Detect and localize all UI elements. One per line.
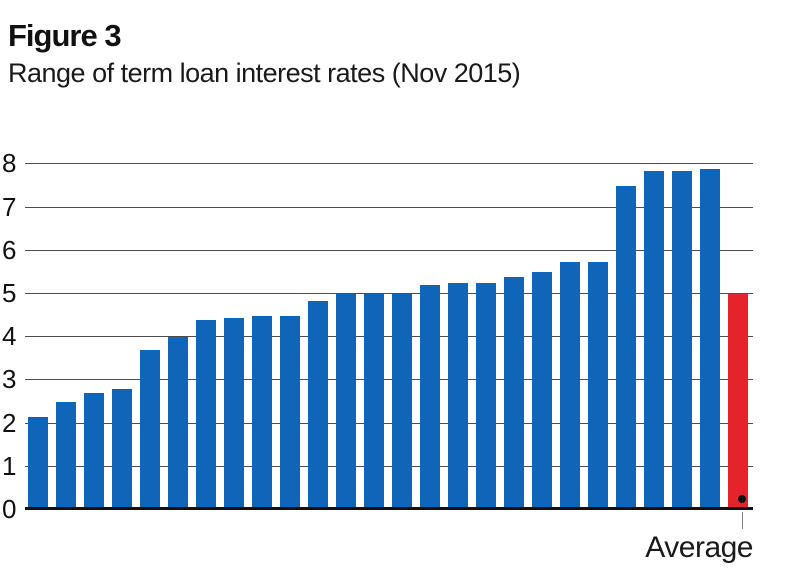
- bar-term-loan-rates-20: [560, 261, 580, 510]
- figure-subtitle: Range of term loan interest rates (Nov 2…: [8, 58, 521, 88]
- gridline-4: [25, 336, 753, 337]
- y-axis-tick-label-6: 6: [2, 235, 17, 265]
- bar-term-loan-rates-5: [140, 350, 160, 510]
- gridline-1: [25, 466, 753, 467]
- figure-title: Figure 3: [8, 18, 122, 53]
- bar-term-loan-rates-1: [28, 417, 48, 510]
- y-axis-tick-label-2: 2: [2, 408, 17, 438]
- gridline-8: [25, 163, 753, 164]
- x-axis-baseline: [25, 507, 753, 510]
- bar-term-loan-rates-23: [644, 170, 664, 510]
- bar-term-loan-rates-7: [196, 319, 216, 510]
- y-axis-tick-label-4: 4: [2, 321, 17, 351]
- bar-term-loan-rates-24: [672, 170, 692, 510]
- bar-average-26: [728, 294, 748, 510]
- y-axis-tick-label-3: 3: [2, 364, 17, 394]
- bar-term-loan-rates-4: [112, 389, 132, 510]
- bar-term-loan-rates-2: [56, 402, 76, 510]
- bar-term-loan-rates-16: [448, 283, 468, 510]
- bar-term-loan-rates-8: [224, 317, 244, 510]
- bar-term-loan-rates-13: [364, 294, 384, 510]
- y-axis-tick-label-7: 7: [2, 192, 17, 222]
- bar-term-loan-rates-19: [532, 272, 552, 510]
- y-axis-tick-label-8: 8: [2, 148, 17, 178]
- gridline-3: [25, 379, 753, 380]
- y-axis-tick-label-0: 0: [2, 494, 17, 524]
- bar-term-loan-rates-21: [588, 261, 608, 510]
- gridline-7: [25, 207, 753, 208]
- bar-term-loan-rates-14: [392, 294, 412, 510]
- average-axis-label: Average: [645, 531, 753, 564]
- average-marker-dot: [738, 495, 746, 504]
- gridline-5: [25, 293, 753, 294]
- bar-term-loan-rates-12: [336, 294, 356, 510]
- y-axis-tick-label-5: 5: [2, 278, 17, 308]
- gridline-6: [25, 250, 753, 251]
- bar-term-loan-rates-25: [700, 168, 720, 510]
- average-leader-line: [741, 512, 743, 529]
- bar-term-loan-rates-17: [476, 283, 496, 510]
- bar-term-loan-rates-3: [84, 393, 104, 510]
- bar-term-loan-rates-9: [252, 315, 272, 510]
- y-axis-tick-label-1: 1: [2, 451, 17, 481]
- bar-term-loan-rates-11: [308, 300, 328, 510]
- bar-term-loan-rates-22: [616, 186, 636, 510]
- bar-term-loan-rates-10: [280, 315, 300, 510]
- bar-term-loan-rates-15: [420, 285, 440, 510]
- bar-term-loan-rates-6: [168, 337, 188, 510]
- gridline-2: [25, 423, 753, 424]
- bar-term-loan-rates-18: [504, 276, 524, 510]
